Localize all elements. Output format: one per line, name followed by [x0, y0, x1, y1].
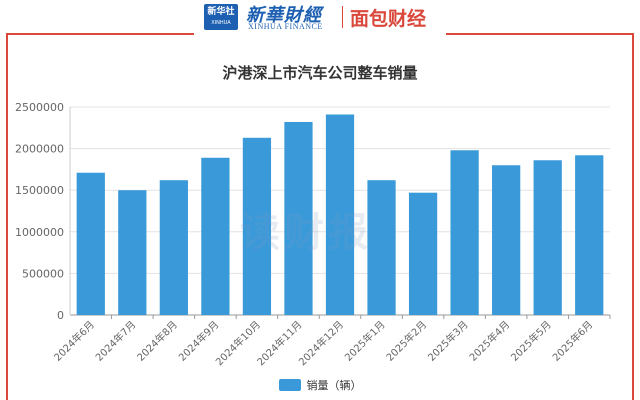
y-tick-label: 1500000 — [15, 184, 64, 197]
x-tick-label: 2025年6月 — [550, 318, 596, 364]
bar[interactable] — [242, 137, 272, 315]
y-tick-label: 500000 — [22, 267, 64, 280]
x-tick-label: 2024年9月 — [176, 318, 222, 364]
x-tick-label: 2025年3月 — [425, 318, 471, 364]
y-tick-label: 0 — [57, 309, 64, 322]
x-tick-label: 2025年4月 — [466, 318, 512, 364]
x-tick-label: 2025年1月 — [342, 318, 388, 364]
brand-header: 新华社 XINHUA NEWS 新華財經 XINHUA FINANCE 面包财经 — [200, 0, 440, 37]
legend-label: 销量（辆） — [306, 379, 362, 392]
y-tick-labels: 0 500000 1000000 1500000 2000000 2500000 — [15, 101, 64, 322]
brand-name-secondary: 面包财经 — [350, 8, 427, 30]
chart-title: 沪港深上市汽车公司整车销量 — [222, 64, 418, 82]
legend[interactable]: 销量（辆） — [0, 377, 640, 393]
brand-name-en: XINHUA FINANCE — [248, 22, 323, 31]
legend-swatch — [278, 379, 301, 391]
x-tick-label: 2024年6月 — [51, 318, 97, 364]
bar[interactable] — [492, 165, 521, 315]
bar[interactable] — [450, 150, 479, 315]
brand-separator — [342, 6, 343, 28]
bar[interactable] — [575, 155, 604, 315]
bar[interactable] — [159, 180, 188, 315]
x-tick-label: 2025年5月 — [508, 318, 554, 364]
y-tick-label: 2500000 — [15, 101, 64, 114]
frame-border-right — [632, 33, 634, 400]
brand-name-cn: 新華財經 — [246, 5, 322, 26]
bar[interactable] — [76, 172, 105, 315]
x-tick-labels: 2024年6月2024年7月2024年8月2024年9月2024年10月2024… — [51, 315, 611, 368]
x-tick-label: 2024年12月 — [296, 318, 346, 368]
bar[interactable] — [118, 190, 147, 315]
x-tick-label: 2024年7月 — [93, 318, 139, 364]
y-tick-label: 1000000 — [15, 226, 64, 239]
bar[interactable] — [533, 160, 562, 315]
logo-box-sub: XINHUA NEWS — [211, 20, 231, 37]
frame-border-left — [6, 33, 8, 400]
bar[interactable] — [408, 192, 438, 315]
bar[interactable] — [367, 180, 396, 315]
bar[interactable] — [201, 157, 230, 315]
watermark: 读财报 — [240, 210, 372, 256]
bar[interactable] — [284, 121, 313, 315]
x-tick-label: 2024年8月 — [134, 318, 180, 364]
y-tick-label: 2000000 — [15, 143, 64, 156]
frame-border-top-right — [446, 33, 634, 35]
x-tick-label: 2025年2月 — [383, 318, 429, 364]
bars — [76, 114, 604, 315]
frame-border-top-left — [6, 33, 194, 35]
logo-box-main: 新华社 — [207, 7, 235, 17]
xinhua-logo: 新华社 XINHUA NEWS — [204, 4, 238, 37]
bar[interactable] — [325, 114, 355, 315]
